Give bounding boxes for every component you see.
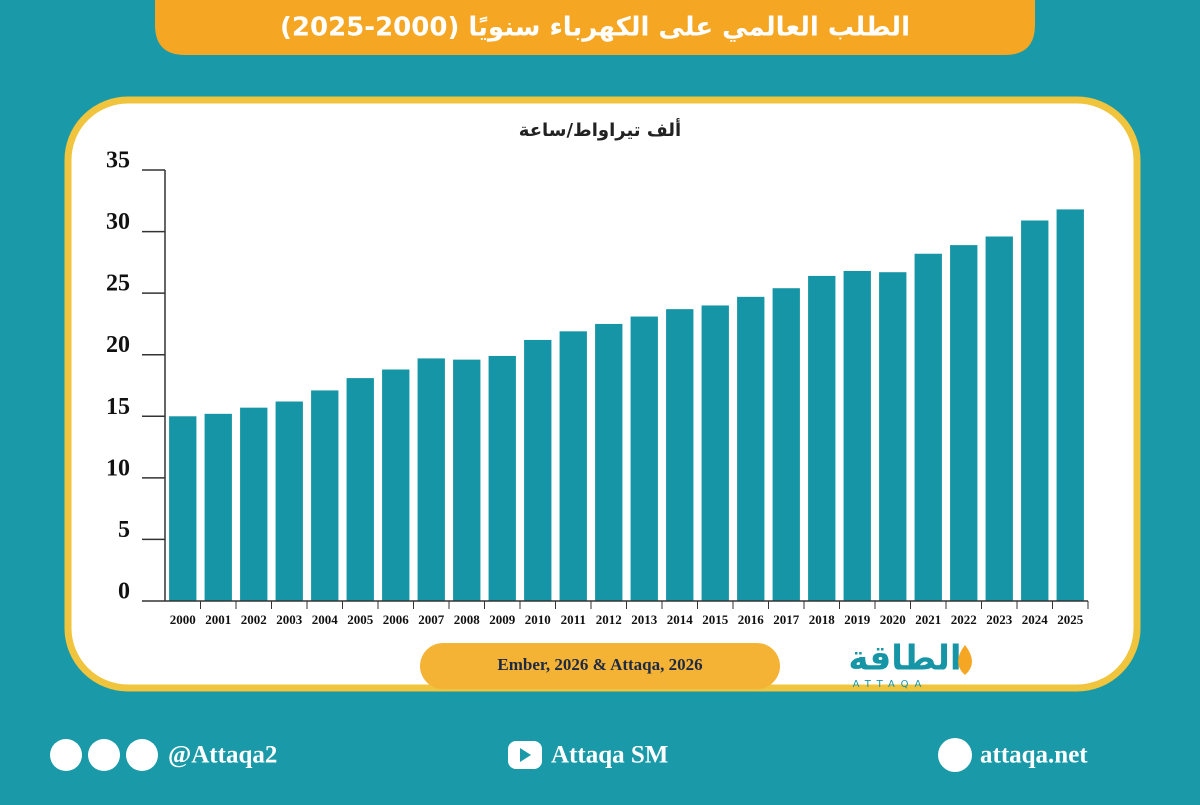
bar (346, 378, 374, 601)
bar (666, 309, 694, 601)
x-tick-label: 2006 (383, 612, 410, 627)
title-banner (155, 0, 1035, 55)
x-tick-label: 2020 (880, 612, 906, 627)
y-tick-label: 15 (106, 394, 130, 420)
bar (701, 305, 729, 601)
source-pill (420, 643, 780, 689)
x-tick-label: 2007 (418, 612, 445, 627)
bar (630, 316, 658, 601)
footer-youtube: Attaqa SM (551, 742, 668, 769)
x-tick-label: 2002 (241, 612, 267, 627)
bar (1021, 220, 1049, 601)
x-icon (50, 739, 82, 771)
x-tick-label: 2008 (454, 612, 481, 627)
footer-icons (50, 738, 972, 772)
x-tick-label: 2022 (951, 612, 977, 627)
x-tick-label: 2014 (667, 612, 694, 627)
x-tick-label: 2023 (986, 612, 1013, 627)
x-tick-label: 2018 (809, 612, 836, 627)
bar (169, 416, 197, 601)
x-tick-label: 2025 (1057, 612, 1084, 627)
x-tick-label: 2017 (773, 612, 800, 627)
bar (985, 236, 1013, 602)
bar (843, 270, 871, 601)
facebook-icon (126, 739, 158, 771)
y-tick-label: 35 (106, 148, 130, 174)
bar (559, 331, 587, 601)
x-tick-label: 2015 (702, 612, 729, 627)
web-icon (938, 738, 972, 772)
y-tick-label: 10 (106, 455, 130, 481)
y-axis-title: ألف تيراواط/ساعة (519, 118, 681, 141)
logo-latin: ATTAQA (853, 679, 928, 690)
y-tick-label: 5 (118, 517, 130, 543)
bar (488, 355, 516, 601)
y-tick-label: 25 (106, 271, 130, 297)
chart-title: الطلب العالمي على الكهرباء سنويًا (2000-… (280, 13, 910, 43)
x-tick-label: 2019 (844, 612, 871, 627)
x-tick-label: 2001 (205, 612, 231, 627)
bar (417, 358, 445, 601)
y-tick-label: 20 (106, 332, 130, 358)
x-tick-label: 2012 (596, 612, 622, 627)
bar (524, 339, 552, 601)
x-tick-label: 2013 (631, 612, 658, 627)
youtube-play (520, 748, 531, 762)
bar (595, 323, 623, 601)
logo-arabic: الطاقة (848, 639, 961, 679)
bar (275, 401, 303, 601)
x-tick-label: 2011 (561, 612, 586, 627)
bar (950, 245, 978, 602)
bar (453, 359, 481, 601)
footer-social: @Attaqa2 (168, 742, 277, 769)
x-tick-label: 2000 (170, 612, 196, 627)
x-tick-label: 2009 (489, 612, 516, 627)
bar (879, 272, 907, 601)
bar (204, 413, 232, 601)
bar (914, 253, 942, 602)
instagram-icon (88, 739, 120, 771)
source: Ember, 2026 & Attaqa, 2026 (497, 655, 702, 674)
bar (772, 288, 800, 601)
y-tick-label: 30 (106, 209, 130, 235)
footer-website: attaqa.net (980, 742, 1088, 769)
bar (808, 275, 836, 601)
x-tick-label: 2005 (347, 612, 374, 627)
x-tick-label: 2016 (738, 612, 765, 627)
x-tick-label: 2024 (1022, 612, 1049, 627)
x-tick-label: 2004 (312, 612, 339, 627)
bar (1056, 209, 1084, 602)
x-tick-label: 2010 (525, 612, 551, 627)
bar (737, 296, 765, 601)
x-tick-label: 2021 (915, 612, 941, 627)
x-tick-label: 2003 (276, 612, 303, 627)
bar (311, 390, 339, 601)
logo-drop (958, 645, 972, 675)
bar (382, 369, 410, 601)
y-tick-label: 0 (118, 579, 130, 605)
bar (240, 407, 268, 601)
